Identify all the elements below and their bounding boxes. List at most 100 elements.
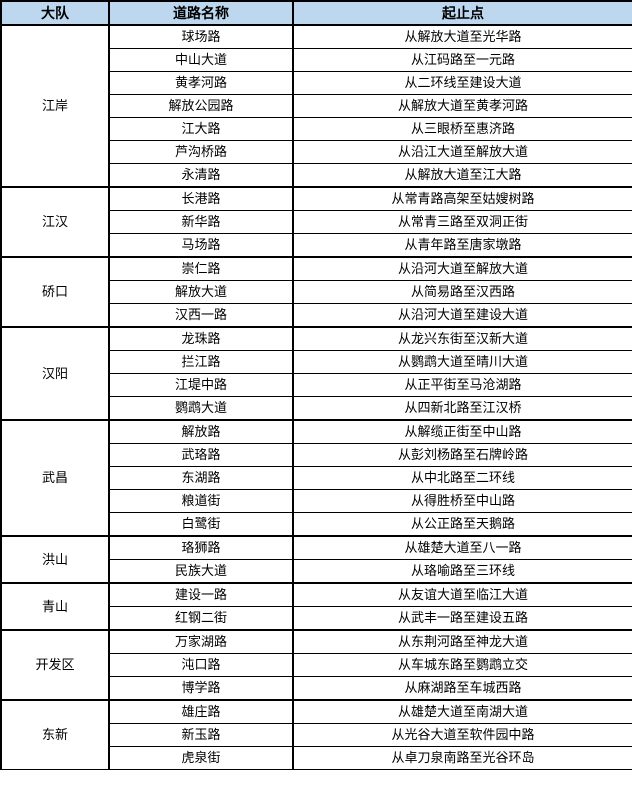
table-row: 新华路 从常青三路至双洞正街 xyxy=(1,210,632,234)
table-row: 武珞路 从彭刘杨路至石牌岭路 xyxy=(1,443,632,467)
road-range-cell: 从江码路至一元路 xyxy=(292,48,632,72)
road-range-cell: 从沿江大道至解放大道 xyxy=(292,140,632,164)
road-name-cell: 博学路 xyxy=(108,676,294,701)
road-range-cell: 从雄楚大道至南湖大道 xyxy=(292,699,632,724)
road-name-cell: 武珞路 xyxy=(108,443,294,467)
road-name-cell: 虎泉街 xyxy=(108,746,294,770)
road-name-cell: 江堤中路 xyxy=(108,373,294,397)
road-name-cell: 长港路 xyxy=(108,186,294,211)
brigade-cell: 汉阳 xyxy=(0,326,110,421)
road-range-cell: 从鹦鹉大道至晴川大道 xyxy=(292,350,632,374)
header-road-name: 道路名称 xyxy=(108,0,294,26)
road-name-cell: 沌口路 xyxy=(108,653,294,677)
brigade-cell: 武昌 xyxy=(0,419,110,537)
table-header: 大队 道路名称 起止点 xyxy=(0,0,632,26)
road-range-cell: 从解放大道至江大路 xyxy=(292,163,632,188)
road-table: 大队 道路名称 起止点 江岸 球场路 从解放大道至光华路 中山大道 从江码路至一元路 黄孝… xyxy=(0,0,632,770)
road-name-cell: 永清路 xyxy=(108,163,294,188)
table-body: 江岸 球场路 从解放大道至光华路 中山大道 从江码路至一元路 黄孝河路 从二环线至建设大道解… xyxy=(0,24,632,770)
brigade-cell: 青山 xyxy=(0,582,110,631)
road-name-cell: 解放大道 xyxy=(108,280,294,304)
table-row: 解放大道 从简易路至汉西路 xyxy=(1,280,632,304)
road-name-cell: 江大路 xyxy=(108,117,294,141)
road-range-cell: 从雄楚大道至八一路 xyxy=(292,535,632,560)
brigade-cell: 洪山 xyxy=(0,535,110,584)
brigade-cell: 东新 xyxy=(0,699,110,770)
road-range-cell: 从解放大道至黄孝河路 xyxy=(292,94,632,118)
road-range-cell: 从东荆河路至神龙大道 xyxy=(292,629,632,654)
road-range-cell: 从珞喻路至三环线 xyxy=(292,559,632,584)
road-name-cell: 马场路 xyxy=(108,233,294,258)
road-range-cell: 从光谷大道至软件园中路 xyxy=(292,723,632,747)
road-range-cell: 从龙兴东街至汉新大道 xyxy=(292,326,632,351)
road-name-cell: 黄孝河路 xyxy=(108,71,294,95)
table-row: 永清路 从解放大道至江大路 xyxy=(1,163,632,188)
road-range-cell: 从常青路高架至姑嫂树路 xyxy=(292,186,632,211)
table-row: 江大路 从三眼桥至惠济路 xyxy=(1,117,632,141)
road-name-cell: 建设一路 xyxy=(108,582,294,607)
road-range-cell: 从武丰一路至建设五路 xyxy=(292,606,632,631)
header-row: 大队 道路名称 起止点 xyxy=(0,0,632,26)
table-row: 粮道街 从得胜桥至中山路 xyxy=(1,489,632,513)
header-range: 起止点 xyxy=(292,0,632,26)
road-name-cell: 球场路 xyxy=(108,24,294,49)
table-row: 芦沟桥路 从沿江大道至解放大道 xyxy=(1,140,632,164)
table-row: 沌口路 从车城东路至鹦鹉立交 xyxy=(1,653,632,677)
table-row: 东湖路 从中北路至二环线 xyxy=(1,466,632,490)
table-row: 洪山 珞狮路 从雄楚大道至八一路 xyxy=(0,535,632,584)
road-name-cell: 龙珠路 xyxy=(108,326,294,351)
road-name-cell: 新玉路 xyxy=(108,723,294,747)
table-row: 新玉路 从光谷大道至软件园中路 xyxy=(1,723,632,747)
road-range-cell: 从得胜桥至中山路 xyxy=(292,489,632,513)
road-range-cell: 从正平街至马沧湖路 xyxy=(292,373,632,397)
road-range-cell: 从常青三路至双洞正街 xyxy=(292,210,632,234)
brigade-cell: 硚口 xyxy=(0,256,110,328)
table-row: 马场路 从青年路至唐家墩路 xyxy=(1,233,632,258)
table-row: 硚口 崇仁路 从沿河大道至解放大道 xyxy=(0,256,632,328)
road-range-cell: 从彭刘杨路至石牌岭路 xyxy=(292,443,632,467)
road-name-cell: 红钢二街 xyxy=(108,606,294,631)
road-range-cell: 从车城东路至鹦鹉立交 xyxy=(292,653,632,677)
road-range-cell: 从沿河大道至建设大道 xyxy=(292,303,632,328)
road-name-cell: 万家湖路 xyxy=(108,629,294,654)
road-name-cell: 白鹭街 xyxy=(108,512,294,537)
road-name-cell: 汉西一路 xyxy=(108,303,294,328)
road-name-cell: 新华路 xyxy=(108,210,294,234)
header-brigade: 大队 xyxy=(0,0,110,26)
road-range-cell: 从解缆正街至中山路 xyxy=(292,419,632,444)
table-row: 黄孝河路 从二环线至建设大道 xyxy=(1,71,632,95)
table-row: 东新 雄庄路 从雄楚大道至南湖大道 xyxy=(0,699,632,770)
road-name-cell: 芦沟桥路 xyxy=(108,140,294,164)
road-range-cell: 从简易路至汉西路 xyxy=(292,280,632,304)
table-row: 开发区 万家湖路 从东荆河路至神龙大道 xyxy=(0,629,632,701)
road-name-cell: 粮道街 xyxy=(108,489,294,513)
table-row: 解放公园路 从解放大道至黄孝河路 xyxy=(1,94,632,118)
road-range-cell: 从沿河大道至解放大道 xyxy=(292,256,632,281)
table-row: 汉阳 龙珠路 从龙兴东街至汉新大道 xyxy=(0,326,632,421)
road-name-cell: 民族大道 xyxy=(108,559,294,584)
road-range-cell: 从二环线至建设大道 xyxy=(292,71,632,95)
table-row: 江岸 球场路 从解放大道至光华路 xyxy=(0,24,632,188)
road-name-cell: 拦江路 xyxy=(108,350,294,374)
road-range-cell: 从卓刀泉南路至光谷环岛 xyxy=(292,746,632,770)
road-range-cell: 从四新北路至江汉桥 xyxy=(292,396,632,421)
brigade-cell: 开发区 xyxy=(0,629,110,701)
road-range-cell: 从中北路至二环线 xyxy=(292,466,632,490)
table-row: 虎泉街 从卓刀泉南路至光谷环岛 xyxy=(1,746,632,770)
road-name-cell: 中山大道 xyxy=(108,48,294,72)
road-name-cell: 鹦鹉大道 xyxy=(108,396,294,421)
brigade-cell: 江岸 xyxy=(0,24,110,188)
table-row: 中山大道 从江码路至一元路 xyxy=(1,48,632,72)
brigade-cell: 江汉 xyxy=(0,186,110,258)
table-row: 武昌 解放路 从解缆正街至中山路 xyxy=(0,419,632,537)
road-range-cell: 从公正路至天鹅路 xyxy=(292,512,632,537)
table-row: 青山 建设一路 从友谊大道至临江大道 xyxy=(0,582,632,631)
road-name-cell: 雄庄路 xyxy=(108,699,294,724)
road-name-cell: 东湖路 xyxy=(108,466,294,490)
table-row: 汉西一路 从沿河大道至建设大道 xyxy=(1,303,632,328)
road-range-cell: 从友谊大道至临江大道 xyxy=(292,582,632,607)
road-range-cell: 从麻湖路至车城西路 xyxy=(292,676,632,701)
road-name-cell: 崇仁路 xyxy=(108,256,294,281)
table-row: 江汉 长港路 从常青路高架至姑嫂树路 xyxy=(0,186,632,258)
road-name-cell: 珞狮路 xyxy=(108,535,294,560)
